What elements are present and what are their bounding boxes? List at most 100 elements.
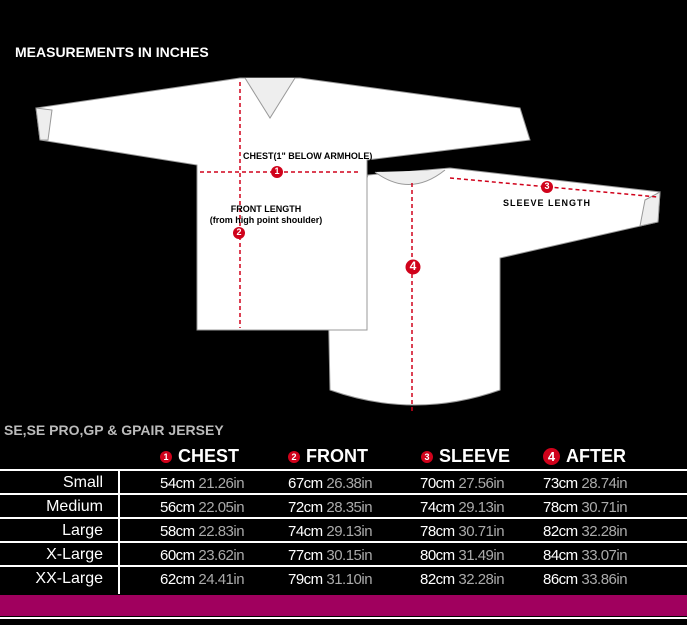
size-label: Medium — [46, 498, 103, 515]
inch-value: 22.05in — [198, 499, 245, 516]
cm-value: 58cm — [160, 523, 195, 540]
measurement-cell: 72cm 28.35in — [288, 499, 373, 516]
inch-value: 23.62in — [198, 547, 245, 564]
size-label: X-Large — [46, 546, 103, 563]
measurement-cell: 77cm 30.15in — [288, 547, 373, 564]
inch-value: 33.07in — [581, 547, 628, 564]
row-divider — [0, 493, 687, 495]
inch-value: 30.71in — [581, 499, 628, 516]
cm-value: 82cm — [420, 571, 455, 588]
inch-value: 28.74in — [581, 475, 628, 492]
back-jersey — [327, 167, 661, 406]
number-badge-icon: 2 — [288, 450, 300, 463]
cm-value: 56cm — [160, 499, 195, 516]
inch-value: 22.83in — [198, 523, 245, 540]
measurement-cell: 70cm 27.56in — [420, 475, 505, 492]
inch-value: 32.28in — [458, 571, 505, 588]
inch-value: 26.38in — [326, 475, 373, 492]
cm-value: 54cm — [160, 475, 195, 492]
table-row: Medium 56cm 22.05in 72cm 28.35in 74cm 29.13… — [0, 496, 687, 518]
marker-1-text: 1 — [274, 166, 280, 176]
size-label: Large — [62, 522, 103, 539]
header-label: CHEST — [178, 446, 240, 466]
header-after: 4 AFTER — [543, 446, 626, 467]
marker-1 — [271, 166, 283, 178]
number-badge-icon: 1 — [160, 450, 172, 463]
inch-value: 30.15in — [326, 547, 373, 564]
marker-4 — [405, 259, 421, 275]
cm-value: 67cm — [288, 475, 323, 492]
inch-value: 29.13in — [458, 499, 505, 516]
measurement-cell: 67cm 26.38in — [288, 475, 373, 492]
chest-label: CHEST(1" BELOW ARMHOLE) — [243, 151, 373, 161]
cm-value: 78cm — [420, 523, 455, 540]
cm-value: 70cm — [420, 475, 455, 492]
product-subtitle: SE,SE PRO,GP & GPAIR JERSEY — [4, 422, 224, 438]
measurement-cell: 60cm 23.62in — [160, 547, 245, 564]
inch-value: 21.26in — [198, 475, 245, 492]
inch-value: 31.49in — [458, 547, 505, 564]
cm-value: 86cm — [543, 571, 578, 588]
table-row: XX-Large 62cm 24.41in 79cm 31.10in 82cm 32.… — [0, 568, 687, 590]
table-row: X-Large 60cm 23.62in 77cm 30.15in 80cm 31.4… — [0, 544, 687, 566]
row-divider — [0, 517, 687, 519]
cm-value: 77cm — [288, 547, 323, 564]
measurement-cell: 82cm 32.28in — [420, 571, 505, 588]
column-divider — [118, 470, 120, 594]
measurement-cell: 82cm 32.28in — [543, 523, 628, 540]
cm-value: 78cm — [543, 499, 578, 516]
marker-2-text: 2 — [236, 227, 242, 237]
cm-value: 74cm — [420, 499, 455, 516]
inch-value: 24.41in — [198, 571, 245, 588]
row-divider — [0, 565, 687, 567]
measurement-cell: 73cm 28.74in — [543, 475, 628, 492]
cm-value: 60cm — [160, 547, 195, 564]
measurement-cell: 74cm 29.13in — [288, 523, 373, 540]
measurement-cell: 78cm 30.71in — [420, 523, 505, 540]
row-divider — [0, 541, 687, 543]
front-length-sub: (from high point shoulder) — [209, 215, 323, 225]
size-label: Small — [62, 474, 103, 491]
marker-4-text: 4 — [409, 259, 417, 273]
measurement-cell: 74cm 29.13in — [420, 499, 505, 516]
cm-value: 79cm — [288, 571, 323, 588]
jersey-diagram — [35, 77, 661, 413]
header-chest: 1 CHEST — [160, 446, 239, 467]
number-badge-icon: 4 — [543, 448, 560, 465]
table-row: Small 54cm 21.26in 67cm 26.38in 70cm 27.56i… — [0, 472, 687, 494]
front-length-label: FRONT LENGTH — [230, 204, 302, 214]
cm-value: 84cm — [543, 547, 578, 564]
number-badge-icon: 3 — [421, 450, 433, 463]
inch-value: 29.13in — [326, 523, 373, 540]
header-label: SLEEVE — [439, 446, 511, 466]
table-row: Large 58cm 22.83in 74cm 29.13in 78cm 30.71i… — [0, 520, 687, 542]
footer-band — [0, 595, 687, 616]
header-label: AFTER — [566, 446, 626, 466]
cm-value: 74cm — [288, 523, 323, 540]
bottom-divider — [0, 617, 687, 619]
inch-value: 32.28in — [581, 523, 628, 540]
row-divider — [0, 469, 687, 471]
page-title: MEASUREMENTS IN INCHES — [15, 44, 209, 60]
marker-3 — [541, 181, 553, 193]
marker-3-text: 3 — [544, 181, 550, 191]
inch-value: 28.35in — [326, 499, 373, 516]
cm-value: 80cm — [420, 547, 455, 564]
sleeve-length-label: SLEEVE LENGTH — [503, 198, 592, 208]
inch-value: 33.86in — [581, 571, 628, 588]
inch-value: 31.10in — [326, 571, 373, 588]
measurement-cell: 80cm 31.49in — [420, 547, 505, 564]
measurement-cell: 56cm 22.05in — [160, 499, 245, 516]
measurement-cell: 86cm 33.86in — [543, 571, 628, 588]
measurement-cell: 62cm 24.41in — [160, 571, 245, 588]
cm-value: 72cm — [288, 499, 323, 516]
front-jersey — [35, 77, 531, 331]
measurement-cell: 79cm 31.10in — [288, 571, 373, 588]
cm-value: 82cm — [543, 523, 578, 540]
inch-value: 27.56in — [458, 475, 505, 492]
measurement-cell: 54cm 21.26in — [160, 475, 245, 492]
measurement-cell: 84cm 33.07in — [543, 547, 628, 564]
cm-value: 73cm — [543, 475, 578, 492]
marker-2 — [233, 227, 245, 239]
measurement-cell: 58cm 22.83in — [160, 523, 245, 540]
